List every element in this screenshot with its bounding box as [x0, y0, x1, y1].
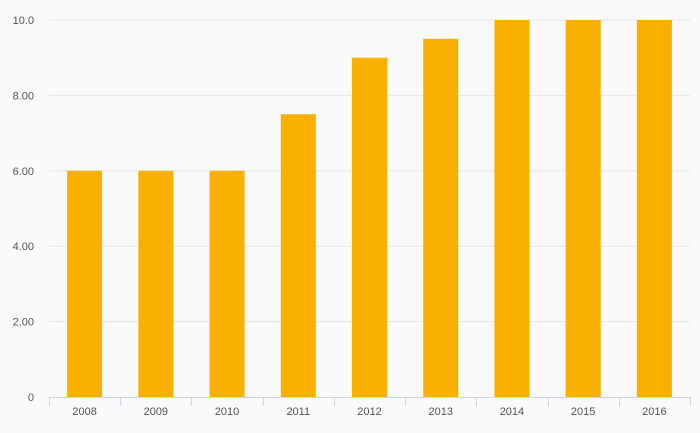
x-axis-labels: 2008 2009 2010 2011 2012 2013 2014 2015 2016: [72, 406, 666, 418]
x-axis: [49, 397, 691, 406]
x-tick-label: 2013: [428, 406, 452, 418]
x-tick-label: 2010: [215, 406, 239, 418]
x-tick-label: 2015: [571, 406, 595, 418]
x-tick-label: 2012: [357, 406, 381, 418]
bar-2014: [494, 20, 530, 397]
y-tick-label: 10.0: [13, 15, 34, 27]
y-tick-label: 4.00: [13, 241, 34, 253]
bar-2012: [352, 57, 387, 397]
x-tick-label: 2009: [144, 406, 168, 418]
bar-2009: [138, 170, 174, 397]
bars: [67, 20, 672, 397]
y-tick-label: 8.00: [13, 90, 34, 102]
bar-2008: [67, 170, 103, 397]
bar-2011: [280, 114, 316, 397]
y-axis-labels: 0 2.00 4.00 6.00 8.00 10.0: [13, 15, 34, 404]
x-tick-label: 2008: [72, 406, 96, 418]
y-tick-label: 0: [28, 392, 34, 404]
bar-2015: [565, 20, 601, 397]
y-tick-label: 2.00: [13, 317, 34, 329]
bar-2016: [636, 20, 672, 397]
x-tick-label: 2011: [286, 406, 310, 418]
bar-2013: [423, 38, 459, 397]
bar-2010: [209, 170, 245, 397]
x-tick-label: 2014: [500, 406, 524, 418]
y-tick-label: 6.00: [13, 166, 34, 178]
x-tick-label: 2016: [642, 406, 666, 418]
